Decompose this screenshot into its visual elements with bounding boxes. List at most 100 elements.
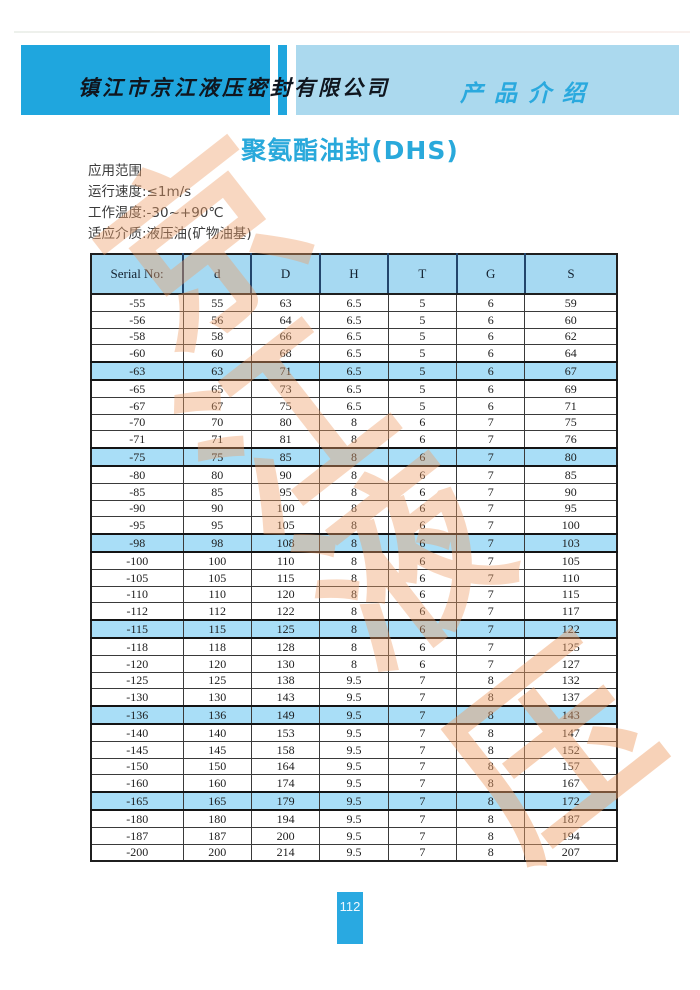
table-cell: -60 bbox=[90, 344, 184, 363]
table-cell: -130 bbox=[90, 688, 184, 707]
table-cell: 5 bbox=[387, 361, 458, 381]
table-cell: 7 bbox=[456, 465, 526, 484]
table-row: -140 140 153 9.5 7 8 147 bbox=[90, 723, 618, 742]
table-cell: -112 bbox=[90, 602, 184, 621]
table-cell: 8 bbox=[456, 705, 526, 725]
table-cell: 68 bbox=[250, 344, 321, 363]
table-cell: -75 bbox=[90, 447, 184, 467]
table-row: -67 67 75 6.5 5 6 71 bbox=[90, 396, 618, 415]
table-row: -85 85 95 8 6 7 90 bbox=[90, 482, 618, 501]
header-cell: T bbox=[387, 253, 458, 295]
spec-line: 运行速度:≤1m/s bbox=[88, 184, 192, 200]
table-cell: 138 bbox=[250, 671, 321, 690]
table-cell: -56 bbox=[90, 310, 184, 329]
table-cell: -67 bbox=[90, 396, 184, 415]
table-cell: 80 bbox=[182, 465, 252, 484]
table-cell: 105 bbox=[524, 551, 618, 570]
table-row: -98 98 108 8 6 7 103 bbox=[90, 533, 618, 553]
table-row: -95 95 105 8 6 7 100 bbox=[90, 516, 618, 535]
table-row: -200 200 214 9.5 7 8 207 bbox=[90, 843, 618, 862]
header-banner-dark bbox=[21, 45, 270, 115]
table-cell: 6 bbox=[387, 413, 458, 432]
table-cell: 9.5 bbox=[319, 791, 389, 811]
table-cell: 7 bbox=[387, 757, 458, 776]
table-cell: 115 bbox=[524, 585, 618, 604]
table-cell: 6 bbox=[387, 654, 458, 673]
table-cell: 112 bbox=[182, 602, 252, 621]
table-cell: 118 bbox=[182, 637, 252, 656]
table-cell: 125 bbox=[182, 671, 252, 690]
table-row: -56 56 64 6.5 5 6 60 bbox=[90, 310, 618, 329]
table-cell: -200 bbox=[90, 843, 184, 862]
table-cell: 6 bbox=[387, 568, 458, 587]
table-cell: 120 bbox=[182, 654, 252, 673]
table-cell: 158 bbox=[250, 740, 321, 759]
table-cell: 7 bbox=[456, 447, 526, 467]
section-title: 产品介绍 bbox=[460, 81, 596, 107]
table-row: -58 58 66 6.5 5 6 62 bbox=[90, 327, 618, 346]
table-cell: 6 bbox=[387, 585, 458, 604]
table-cell: 143 bbox=[524, 705, 618, 725]
table-cell: -63 bbox=[90, 361, 184, 381]
table-cell: 71 bbox=[182, 430, 252, 449]
table-cell: 172 bbox=[524, 791, 618, 811]
table-cell: 7 bbox=[387, 826, 458, 845]
table-row: -112 112 122 8 6 7 117 bbox=[90, 602, 618, 621]
table-cell: 7 bbox=[387, 774, 458, 793]
table-cell: 80 bbox=[250, 413, 321, 432]
spec-line: 工作温度:-30~+90℃ bbox=[88, 205, 224, 221]
table-cell: -110 bbox=[90, 585, 184, 604]
table-row: -110 110 120 8 6 7 115 bbox=[90, 585, 618, 604]
table-cell: 120 bbox=[250, 585, 321, 604]
table-cell: 85 bbox=[524, 465, 618, 484]
table-cell: 9.5 bbox=[319, 843, 389, 862]
table-cell: 7 bbox=[456, 654, 526, 673]
table-cell: -180 bbox=[90, 809, 184, 828]
table-cell: 147 bbox=[524, 723, 618, 742]
table-cell: 8 bbox=[456, 757, 526, 776]
table-cell: -140 bbox=[90, 723, 184, 742]
table-cell: 7 bbox=[456, 482, 526, 501]
company-name: 镇江市京江液压密封有限公司 bbox=[78, 76, 390, 100]
table-cell: 63 bbox=[182, 361, 252, 381]
table-cell: 9.5 bbox=[319, 740, 389, 759]
table-cell: 55 bbox=[182, 293, 252, 312]
header-cell: d bbox=[182, 253, 252, 295]
table-row: -180 180 194 9.5 7 8 187 bbox=[90, 809, 618, 828]
table-cell: 8 bbox=[319, 619, 389, 639]
table-row: -65 65 73 6.5 5 6 69 bbox=[90, 379, 618, 398]
table-cell: 73 bbox=[250, 379, 321, 398]
table-cell: 7 bbox=[456, 413, 526, 432]
table-cell: 8 bbox=[319, 430, 389, 449]
table-cell: 174 bbox=[250, 774, 321, 793]
table-row: -70 70 80 8 6 7 75 bbox=[90, 413, 618, 432]
table-cell: 100 bbox=[524, 516, 618, 535]
table-cell: 8 bbox=[319, 499, 389, 518]
table-cell: 6.5 bbox=[319, 293, 389, 312]
spec-line: 应用范围 bbox=[88, 163, 142, 179]
table-cell: 108 bbox=[250, 533, 321, 553]
table-cell: 200 bbox=[182, 843, 252, 862]
table-cell: -80 bbox=[90, 465, 184, 484]
table-cell: 6 bbox=[387, 637, 458, 656]
table-cell: 115 bbox=[250, 568, 321, 587]
table-cell: 150 bbox=[182, 757, 252, 776]
table-cell: 8 bbox=[319, 637, 389, 656]
table-cell: 152 bbox=[524, 740, 618, 759]
table-row: -100 100 110 8 6 7 105 bbox=[90, 551, 618, 570]
table-cell: 179 bbox=[250, 791, 321, 811]
table-cell: 6 bbox=[387, 465, 458, 484]
table-cell: -98 bbox=[90, 533, 184, 553]
table-cell: 75 bbox=[250, 396, 321, 415]
table-row: -80 80 90 8 6 7 85 bbox=[90, 465, 618, 484]
spec-lines: 应用范围 运行速度:≤1m/s 工作温度:-30~+90℃ 适应介质:液压油(矿物油基… bbox=[88, 161, 252, 245]
table-row: -160 160 174 9.5 7 8 167 bbox=[90, 774, 618, 793]
table-cell: 164 bbox=[250, 757, 321, 776]
table-cell: -136 bbox=[90, 705, 184, 725]
table-cell: 180 bbox=[182, 809, 252, 828]
table-cell: 81 bbox=[250, 430, 321, 449]
table-row: -60 60 68 6.5 5 6 64 bbox=[90, 344, 618, 363]
table-cell: -85 bbox=[90, 482, 184, 501]
table-cell: 90 bbox=[182, 499, 252, 518]
table-cell: 59 bbox=[524, 293, 618, 312]
